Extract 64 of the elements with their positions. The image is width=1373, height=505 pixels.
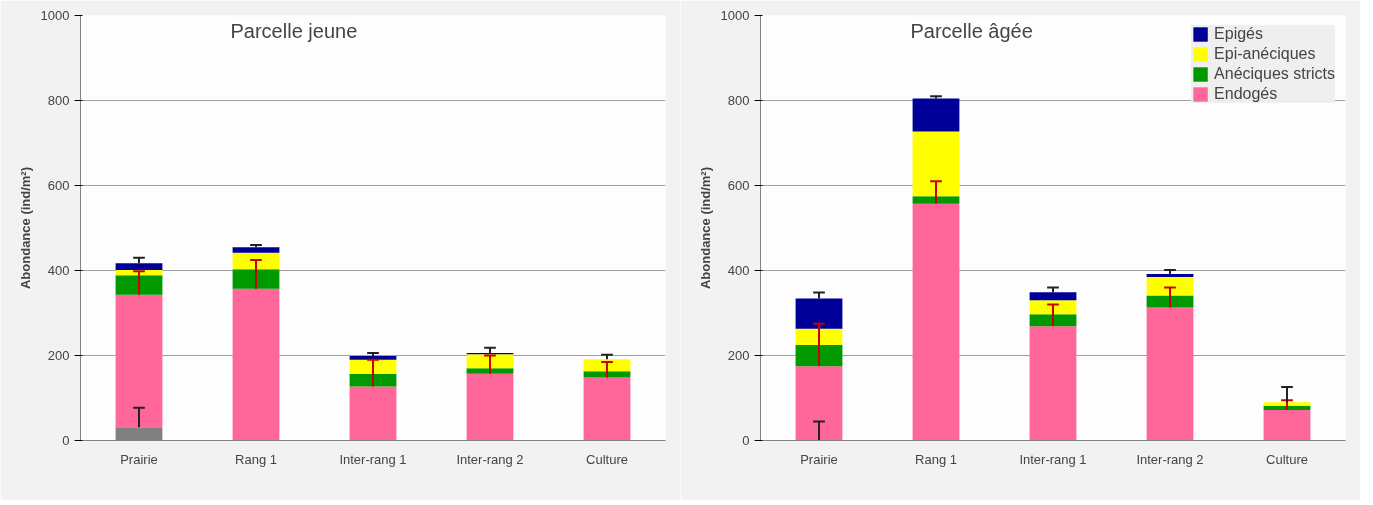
bar <box>795 344 843 367</box>
x-tick-label: Rang 1 <box>915 451 957 467</box>
x-tick-label: Inter-rang 1 <box>1019 451 1087 467</box>
y-tick-label: 0 <box>62 433 70 448</box>
bar <box>1146 307 1194 441</box>
bar <box>583 377 631 441</box>
bar <box>466 373 514 441</box>
x-tick-label: Culture <box>1266 451 1308 467</box>
bar <box>1146 273 1194 277</box>
x-tick-label: Prairie <box>800 451 838 467</box>
y-tick-label: 400 <box>727 263 750 278</box>
bar <box>466 354 514 369</box>
bar <box>583 371 631 378</box>
bar <box>349 386 397 441</box>
bar <box>232 252 280 270</box>
y-axis-title: Abondance (ind/m²) <box>17 166 33 290</box>
y-tick-label: 0 <box>742 433 750 448</box>
x-tick-label: Culture <box>586 451 628 467</box>
bar <box>1263 402 1311 406</box>
bar <box>232 269 280 289</box>
bar <box>1029 292 1077 301</box>
legend-label: Epigés <box>1214 25 1263 43</box>
y-tick-label: 1000 <box>40 8 70 23</box>
bar <box>349 355 397 360</box>
bar <box>1029 314 1077 327</box>
bar <box>912 203 960 441</box>
bar <box>466 368 514 374</box>
legend-label: Endogés <box>1214 85 1278 103</box>
bar <box>1263 409 1311 441</box>
bar <box>583 359 631 372</box>
x-tick-label: Inter-rang 1 <box>339 451 407 467</box>
bar <box>1146 276 1194 296</box>
x-tick-label: Inter-rang 2 <box>456 451 524 467</box>
y-tick-label: 800 <box>47 93 70 108</box>
x-tick-label: Prairie <box>120 451 158 467</box>
bar <box>912 131 960 197</box>
bar <box>232 247 280 253</box>
y-tick-label: 600 <box>47 178 70 193</box>
bar <box>795 366 843 441</box>
bar <box>1029 326 1077 441</box>
legend-label: Epi-anéciques <box>1214 45 1316 63</box>
y-axis-title: Abondance (ind/m²) <box>697 166 713 290</box>
legend-label: Anéciques stricts <box>1214 65 1335 83</box>
y-tick-label: 600 <box>727 178 750 193</box>
bar <box>912 98 960 132</box>
y-tick-label: 800 <box>727 93 750 108</box>
y-tick-label: 400 <box>47 263 70 278</box>
bar <box>115 263 163 271</box>
bar <box>912 196 960 204</box>
bar <box>232 288 280 441</box>
bar <box>115 275 163 295</box>
bar <box>115 294 163 428</box>
y-tick-label: 1000 <box>720 8 750 23</box>
bar <box>795 328 843 345</box>
chart-title: Parcelle âgée <box>910 19 1033 42</box>
chart-title: Parcelle jeune <box>230 19 358 42</box>
bar <box>349 359 397 374</box>
x-tick-label: Inter-rang 2 <box>1136 451 1204 467</box>
bar <box>349 373 397 387</box>
bar <box>795 298 843 329</box>
x-tick-label: Rang 1 <box>235 451 277 467</box>
y-tick-label: 200 <box>727 348 750 363</box>
bar <box>1029 300 1077 315</box>
y-tick-label: 200 <box>47 348 70 363</box>
